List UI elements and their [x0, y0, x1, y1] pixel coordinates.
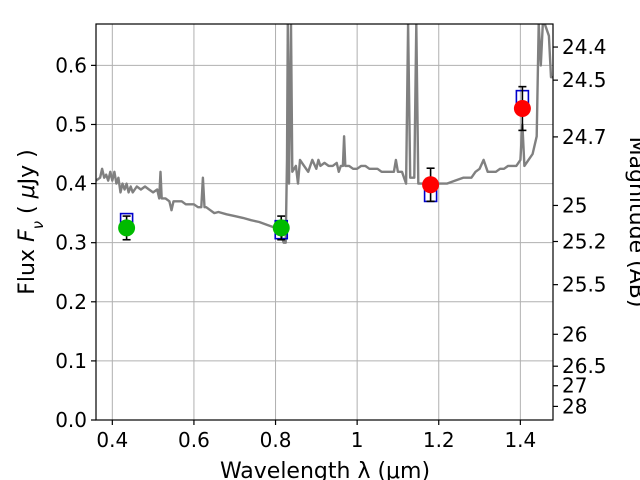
x-axis-label: Wavelength λ (μm): [220, 459, 430, 480]
y-tick-label: 0.6: [55, 53, 87, 77]
observed-flux-point: [513, 100, 531, 118]
grid: [96, 24, 553, 421]
y-tick-label: 0.1: [55, 349, 87, 373]
photometry-markers: [118, 85, 531, 241]
axis-ticks: 0.4 0.6 0.8 1 1.2 1.4 0.0 0.1 0.2 0.3 0.4 0.5 0.6 24.…: [55, 35, 606, 452]
x-tick-label: 0.4: [96, 428, 128, 452]
y2-tick-label: 25.2: [562, 230, 607, 254]
y-tick-label: 0.0: [55, 408, 87, 432]
y2-tick-label: 26: [562, 322, 587, 346]
y-tick-label: 0.4: [55, 172, 87, 196]
plot-frame: [95, 23, 554, 421]
x-tick-label: 1.4: [504, 428, 536, 452]
y2-tick-label: 25.5: [562, 273, 607, 297]
observed-flux-point: [422, 176, 440, 194]
observed-flux-point: [272, 219, 290, 237]
y-tick-label: 0.3: [55, 231, 87, 255]
y2-tick-label: 27: [562, 374, 587, 398]
x-tick-label: 0.6: [178, 428, 210, 452]
y2-tick-label: 24.5: [562, 68, 607, 92]
x-tick-label: 1: [351, 428, 364, 452]
x-tick-label: 0.8: [260, 428, 292, 452]
observed-flux-point: [118, 219, 136, 237]
y2-tick-label: 28: [562, 394, 587, 418]
y2-tick-label: 26.5: [562, 354, 607, 378]
y2-tick-label: 24.4: [562, 35, 607, 59]
y-axis-label: Flux Fν ( μJy ): [15, 149, 47, 294]
y2-tick-label: 24.7: [562, 125, 607, 149]
y-tick-label: 0.5: [55, 112, 87, 136]
model-spectrum: [96, 24, 553, 244]
x-tick-label: 1.2: [423, 428, 455, 452]
y2-tick-label: 25: [562, 193, 587, 217]
model-spectrum-line: [96, 24, 553, 244]
y-tick-label: 0.2: [55, 290, 87, 314]
y2-axis-label: Magnitude (AB): [624, 137, 640, 308]
